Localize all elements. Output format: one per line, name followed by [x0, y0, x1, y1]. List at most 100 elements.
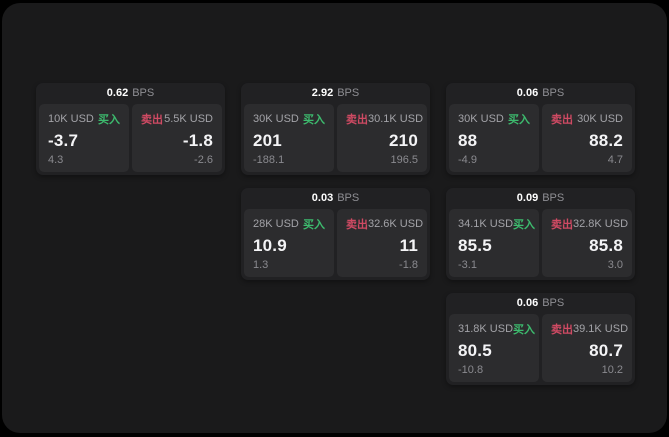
card-body: 28K USD 买入 10.9 1.3 卖出 32.6K USD 11 -1.8: [241, 209, 430, 280]
card-header: 0.09 BPS: [446, 188, 635, 209]
buy-label: 买入: [508, 114, 530, 126]
sell-panel-top: 卖出 30K USD: [551, 111, 623, 127]
quote-card: 0.06 BPS 30K USD 买入 88 -4.9 卖出 30K USD 8…: [446, 83, 635, 175]
buy-amount: 34.1K USD: [458, 218, 514, 230]
bps-unit-label: BPS: [542, 297, 565, 309]
sell-panel[interactable]: 卖出 32.6K USD 11 -1.8: [337, 209, 427, 277]
buy-panel[interactable]: 28K USD 买入 10.9 1.3: [244, 209, 334, 277]
buy-sub-value: 1.3: [253, 259, 269, 271]
buy-panel[interactable]: 34.1K USD 买入 85.5 -3.1: [449, 209, 539, 277]
buy-panel-top: 30K USD 买入: [253, 111, 325, 127]
sell-amount: 32.6K USD: [368, 218, 424, 230]
bps-unit-label: BPS: [337, 192, 360, 204]
app-window: 0.62 BPS 10K USD 买入 -3.7 4.3 卖出 5.5K USD…: [2, 3, 667, 433]
quote-card: 2.92 BPS 30K USD 买入 201 -188.1 卖出 30.1K …: [241, 83, 430, 175]
buy-panel-top: 10K USD 买入: [48, 111, 120, 127]
quote-card: 0.09 BPS 34.1K USD 买入 85.5 -3.1 卖出 32.8K…: [446, 188, 635, 280]
sell-panel[interactable]: 卖出 30.1K USD 210 196.5: [337, 104, 427, 172]
sell-amount: 32.8K USD: [573, 218, 629, 230]
buy-panel[interactable]: 30K USD 买入 88 -4.9: [449, 104, 539, 172]
buy-panel[interactable]: 10K USD 买入 -3.7 4.3: [39, 104, 129, 172]
card-header: 2.92 BPS: [241, 83, 430, 104]
buy-amount: 31.8K USD: [458, 323, 514, 335]
sell-label: 卖出: [551, 114, 573, 126]
sell-amount: 30.1K USD: [368, 113, 424, 125]
bps-value: 0.09: [516, 192, 539, 204]
card-body: 31.8K USD 买入 80.5 -10.8 卖出 39.1K USD 80.…: [446, 314, 635, 385]
sell-panel[interactable]: 卖出 30K USD 88.2 4.7: [542, 104, 632, 172]
buy-sub-value: -3.1: [458, 259, 477, 271]
sell-panel-top: 卖出 32.6K USD: [346, 216, 423, 232]
buy-label: 买入: [303, 114, 325, 126]
sell-sub-value: 4.7: [607, 154, 623, 166]
sell-amount: 39.1K USD: [573, 323, 629, 335]
quote-card: 0.62 BPS 10K USD 买入 -3.7 4.3 卖出 5.5K USD…: [36, 83, 225, 175]
sell-panel-top: 卖出 39.1K USD: [551, 321, 628, 337]
bps-value: 0.62: [106, 87, 129, 99]
buy-label: 买入: [303, 219, 325, 231]
buy-amount: 28K USD: [253, 218, 299, 230]
sell-panel-top: 卖出 32.8K USD: [551, 216, 628, 232]
bps-value: 0.06: [516, 87, 539, 99]
sell-sub-value: -1.8: [399, 259, 418, 271]
card-body: 10K USD 买入 -3.7 4.3 卖出 5.5K USD -1.8 -2.…: [36, 104, 225, 175]
buy-panel[interactable]: 30K USD 买入 201 -188.1: [244, 104, 334, 172]
sell-label: 卖出: [551, 219, 573, 231]
sell-sub-value: 10.2: [601, 364, 623, 376]
sell-label: 卖出: [551, 324, 573, 336]
sell-label: 卖出: [346, 219, 368, 231]
sell-amount: 30K USD: [577, 113, 623, 125]
sell-price: -1.8: [182, 131, 213, 150]
sell-panel-top: 卖出 5.5K USD: [141, 111, 213, 127]
bps-value: 0.03: [311, 192, 334, 204]
sell-amount: 5.5K USD: [164, 113, 213, 125]
buy-panel-top: 34.1K USD 买入: [458, 216, 535, 232]
sell-price: 85.8: [589, 236, 623, 255]
buy-panel-top: 28K USD 买入: [253, 216, 325, 232]
sell-panel[interactable]: 卖出 5.5K USD -1.8 -2.6: [132, 104, 222, 172]
quote-cards-grid: 0.62 BPS 10K USD 买入 -3.7 4.3 卖出 5.5K USD…: [36, 83, 635, 385]
sell-sub-value: 3.0: [607, 259, 623, 271]
card-body: 34.1K USD 买入 85.5 -3.1 卖出 32.8K USD 85.8…: [446, 209, 635, 280]
card-body: 30K USD 买入 201 -188.1 卖出 30.1K USD 210 1…: [241, 104, 430, 175]
sell-sub-value: -2.6: [194, 154, 213, 166]
buy-amount: 10K USD: [48, 113, 94, 125]
bps-value: 2.92: [311, 87, 334, 99]
sell-label: 卖出: [141, 114, 163, 126]
sell-price: 80.7: [589, 341, 623, 360]
buy-price: 201: [253, 131, 282, 150]
bps-unit-label: BPS: [542, 87, 565, 99]
sell-panel[interactable]: 卖出 32.8K USD 85.8 3.0: [542, 209, 632, 277]
sell-label: 卖出: [346, 114, 368, 126]
bps-unit-label: BPS: [132, 87, 155, 99]
sell-panel[interactable]: 卖出 39.1K USD 80.7 10.2: [542, 314, 632, 382]
sell-price: 210: [389, 131, 418, 150]
buy-sub-value: -4.9: [458, 154, 477, 166]
buy-price: 10.9: [253, 236, 287, 255]
buy-sub-value: -188.1: [253, 154, 285, 166]
sell-price: 88.2: [589, 131, 623, 150]
buy-label: 买入: [98, 114, 120, 126]
card-body: 30K USD 买入 88 -4.9 卖出 30K USD 88.2 4.7: [446, 104, 635, 175]
buy-amount: 30K USD: [458, 113, 504, 125]
card-header: 0.06 BPS: [446, 293, 635, 314]
card-header: 0.03 BPS: [241, 188, 430, 209]
bps-value: 0.06: [516, 297, 539, 309]
quote-card: 0.06 BPS 31.8K USD 买入 80.5 -10.8 卖出 39.1…: [446, 293, 635, 385]
buy-price: 85.5: [458, 236, 492, 255]
buy-label: 买入: [513, 219, 536, 231]
buy-sub-value: -10.8: [458, 364, 484, 376]
sell-price: 11: [399, 236, 418, 255]
buy-label: 买入: [513, 324, 536, 336]
buy-price: -3.7: [48, 131, 79, 150]
sell-sub-value: 196.5: [390, 154, 418, 166]
buy-panel-top: 30K USD 买入: [458, 111, 530, 127]
buy-panel[interactable]: 31.8K USD 买入 80.5 -10.8: [449, 314, 539, 382]
buy-amount: 30K USD: [253, 113, 299, 125]
card-header: 0.62 BPS: [36, 83, 225, 104]
sell-panel-top: 卖出 30.1K USD: [346, 111, 423, 127]
quote-card: 0.03 BPS 28K USD 买入 10.9 1.3 卖出 32.6K US…: [241, 188, 430, 280]
buy-sub-value: 4.3: [48, 154, 64, 166]
card-header: 0.06 BPS: [446, 83, 635, 104]
